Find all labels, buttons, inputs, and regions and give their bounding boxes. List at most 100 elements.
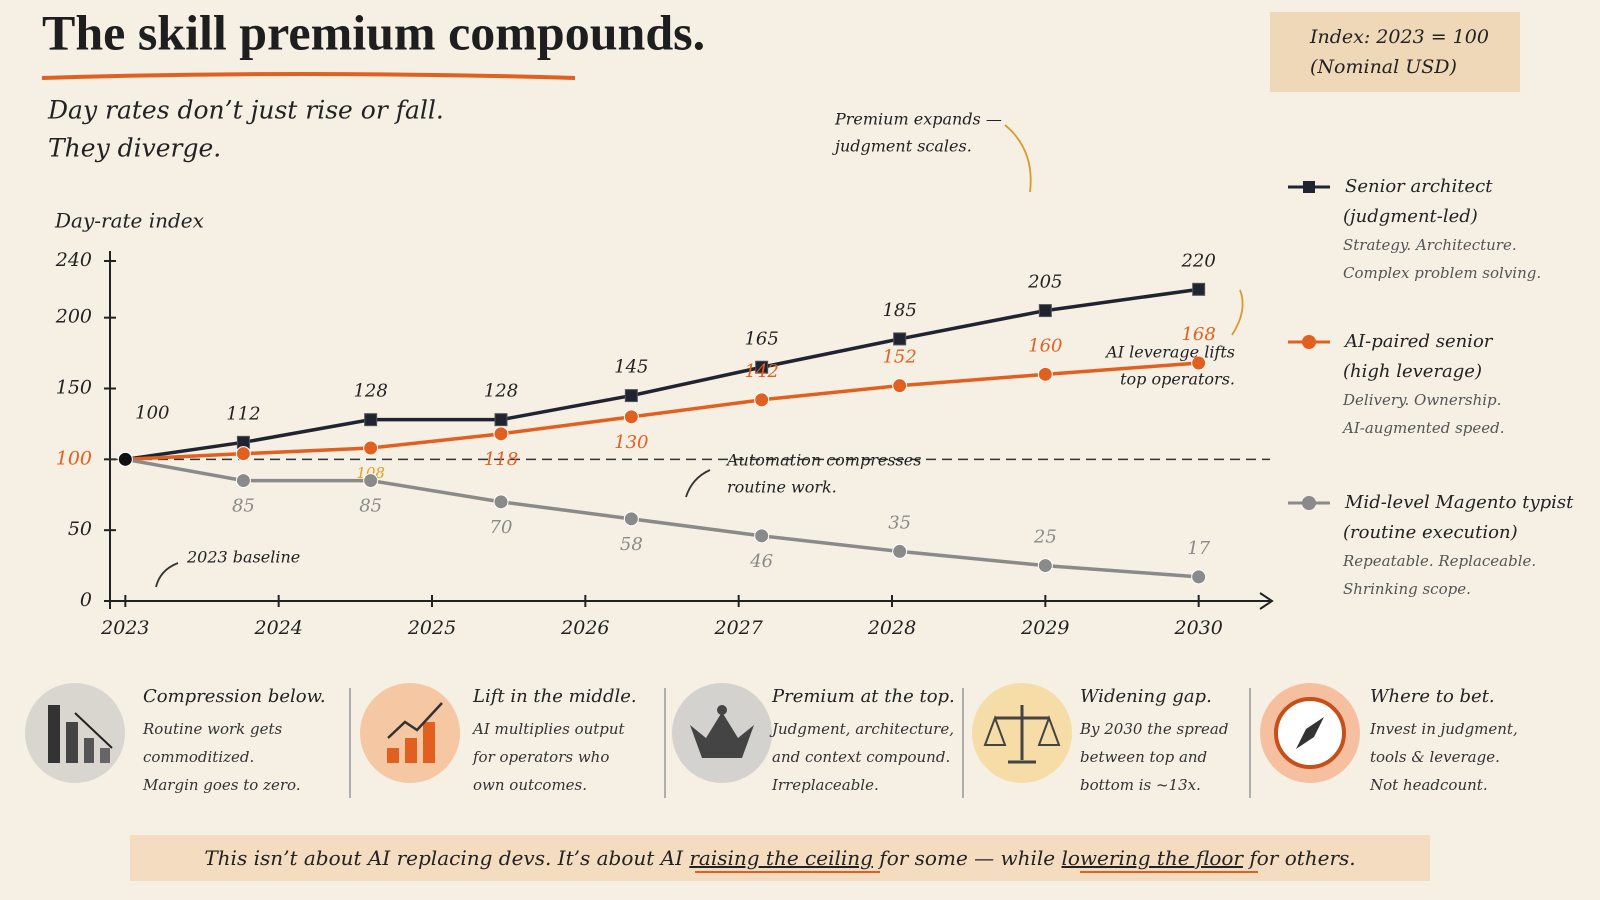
value-label: 100 <box>135 402 169 423</box>
point <box>623 409 639 425</box>
annotation: 2023 baseline <box>186 548 300 567</box>
point <box>754 528 770 544</box>
point <box>1191 355 1207 371</box>
value-label: 205 <box>1027 272 1062 293</box>
value-label: 17 <box>1187 538 1210 559</box>
y-tick-label: 150 <box>56 377 92 399</box>
annotation-arrow <box>685 469 711 498</box>
x-tick-label: 2030 <box>1173 617 1222 639</box>
point <box>235 446 251 462</box>
panel-text: Margin goes to zero. <box>142 776 301 794</box>
value-label: 168 <box>1181 324 1215 345</box>
value-label: 85 <box>359 496 382 517</box>
point <box>892 543 908 559</box>
legend-description: Complex problem solving. <box>1343 264 1541 282</box>
panel-text: Not headcount. <box>1369 776 1488 794</box>
legend-marker <box>1303 181 1315 193</box>
point <box>755 360 769 374</box>
x-tick-label: 2027 <box>713 617 763 639</box>
panel-text: AI multiplies output <box>471 720 626 738</box>
annotation-arrow <box>1231 289 1244 336</box>
legend-description: Delivery. Ownership. <box>1342 391 1501 409</box>
title-underline <box>41 72 576 80</box>
panel-text: and context compound. <box>772 748 950 766</box>
panel-text: commoditized. <box>143 748 254 766</box>
value-label: 130 <box>614 432 648 453</box>
point <box>1191 569 1207 585</box>
legend-tag: (judgment-led) <box>1343 206 1478 227</box>
point <box>493 494 509 510</box>
y-tick-label: 240 <box>55 249 92 271</box>
legend-marker <box>1302 496 1316 510</box>
y-tick-label: 50 <box>68 518 92 540</box>
panel-text: Routine work gets <box>142 720 283 738</box>
subtitle: Day rates don’t just rise or fall. <box>47 96 444 125</box>
value-label: 108 <box>356 464 385 482</box>
point <box>493 426 509 442</box>
y-tick-label: 100 <box>56 447 92 469</box>
point <box>624 389 638 403</box>
value-label: 46 <box>749 551 773 572</box>
value-label: 25 <box>1033 527 1057 548</box>
annotation: Automation compresses <box>725 451 921 470</box>
value-label: 185 <box>882 300 916 321</box>
x-tick-label: 2026 <box>560 617 609 639</box>
annotation: top operators. <box>1120 370 1235 389</box>
footer-emphasis: raising the ceiling <box>689 846 873 870</box>
point <box>494 413 508 427</box>
value-label: 165 <box>744 328 778 349</box>
x-tick-label: 2024 <box>253 617 302 639</box>
panel-text: bottom is ~13x. <box>1080 776 1201 794</box>
value-label: 128 <box>353 381 387 402</box>
legend-name: AI-paired senior <box>1343 331 1494 352</box>
value-label: 145 <box>614 357 648 378</box>
annotation: judgment scales. <box>832 137 972 156</box>
legend-name: Senior architect <box>1345 176 1493 197</box>
y-tick-label: 0 <box>80 589 92 611</box>
footer-part: for some — while <box>873 846 1062 870</box>
value-label: 142 <box>744 361 778 382</box>
x-axis-arrow <box>1259 592 1274 610</box>
footer-band <box>130 835 1430 881</box>
point <box>893 332 907 346</box>
point <box>363 440 379 456</box>
point <box>1037 558 1053 574</box>
panel-dividers <box>349 688 1251 798</box>
panel-text: tools & leverage. <box>1370 748 1500 766</box>
legend-description: Repeatable. Replaceable. <box>1342 552 1536 570</box>
legend-marker <box>1302 335 1316 349</box>
panel-text: Irreplaceable. <box>771 776 879 794</box>
panel-text: Judgment, architecture, <box>769 720 954 738</box>
annotation: Premium expands — <box>834 110 1002 129</box>
title: The skill premium compounds. <box>42 4 705 60</box>
value-label: 58 <box>620 534 643 555</box>
panel-text: By 2030 the spread <box>1079 720 1228 738</box>
annotation: AI leverage lifts <box>1104 343 1235 362</box>
panel-icons <box>25 683 1360 783</box>
point <box>754 392 770 408</box>
value-label: 128 <box>484 381 518 402</box>
index-note: (Nominal USD) <box>1310 56 1457 78</box>
x-tick-label: 2028 <box>867 617 916 639</box>
point <box>117 451 133 467</box>
point <box>363 473 379 489</box>
legend-description: Shrinking scope. <box>1343 580 1471 598</box>
value-label: 35 <box>888 512 911 533</box>
footer-emphasis: lowering the floor <box>1061 846 1244 870</box>
legend-description: Strategy. Architecture. <box>1343 236 1517 254</box>
point <box>1192 282 1206 296</box>
footer: This isn’t about AI replacing devs. It’s… <box>204 846 1355 870</box>
x-tick-label: 2029 <box>1020 617 1069 639</box>
x-tick-label: 2023 <box>100 617 149 639</box>
value-label: 70 <box>490 517 513 538</box>
point <box>892 378 908 394</box>
value-label: 85 <box>232 496 255 517</box>
footer-part: for others. <box>1243 846 1356 870</box>
panel-text: own outcomes. <box>473 776 587 794</box>
subtitle: They diverge. <box>48 134 221 163</box>
panel-title: Where to bet. <box>1370 686 1495 707</box>
panel-text: for operators who <box>472 748 609 766</box>
index-note: Index: 2023 = 100 <box>1309 26 1489 48</box>
index-note-box <box>1270 12 1520 92</box>
